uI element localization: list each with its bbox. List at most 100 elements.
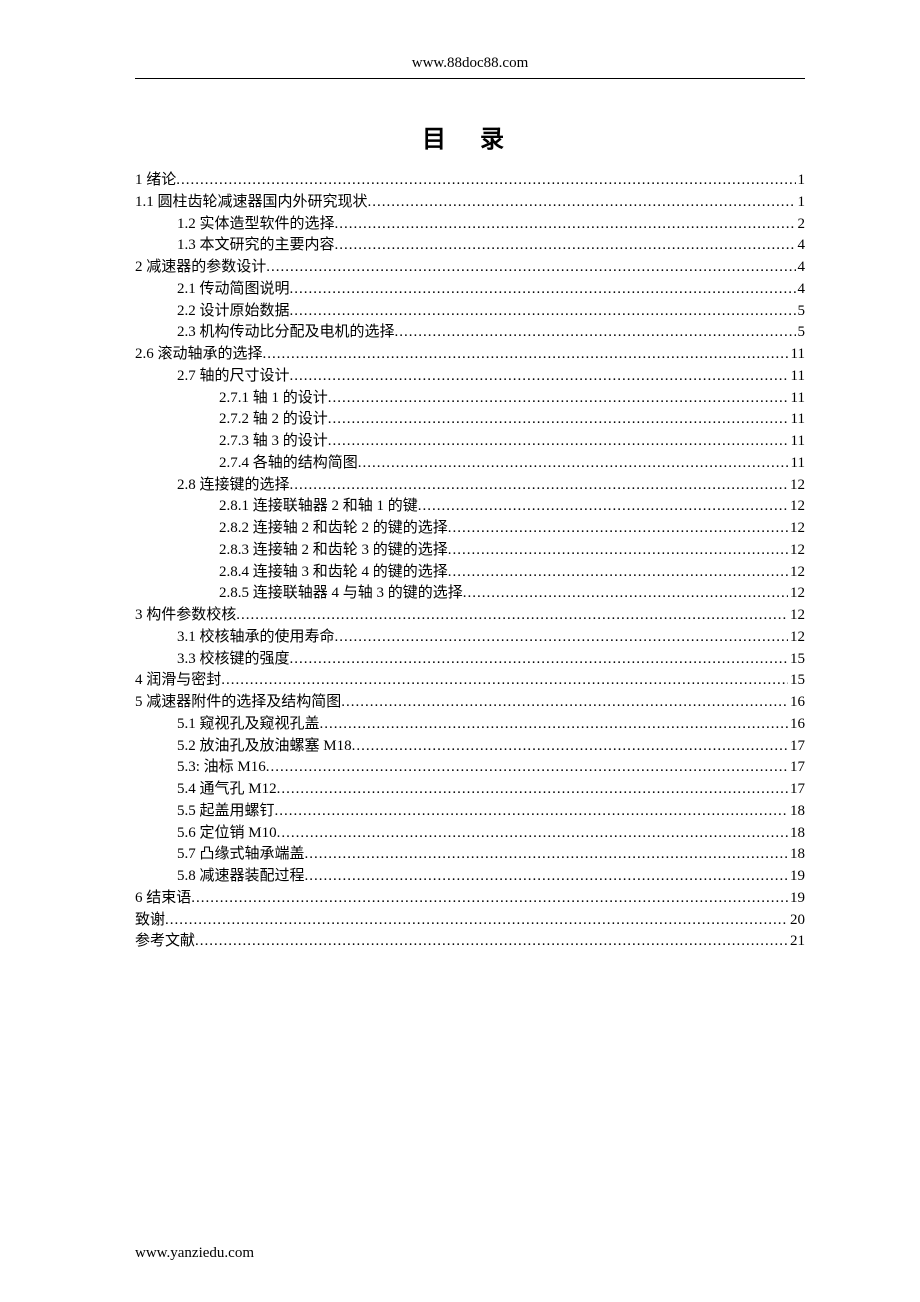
toc-entry-page: 4	[796, 235, 806, 257]
toc-entry: 2.8.1 连接联轴器 2 和轴 1 的键12	[135, 496, 805, 518]
toc-entry-label: 参考文献	[135, 931, 195, 953]
toc-leader-dots	[263, 344, 789, 366]
toc-entry-label: 5.2 放油孔及放油螺塞 M18	[177, 736, 352, 758]
toc-entry: 1 绪论1	[135, 170, 805, 192]
toc-entry-label: 致谢	[135, 910, 165, 932]
toc-entry-page: 16	[788, 692, 805, 714]
toc-leader-dots	[335, 627, 788, 649]
toc-entry-label: 4 润滑与密封	[135, 670, 221, 692]
toc-entry: 5.3: 油标 M16 17	[135, 757, 805, 779]
toc-entry-page: 17	[788, 779, 805, 801]
toc-entry-label: 5.3: 油标 M16	[177, 757, 266, 779]
toc-entry-label: 2.7.1 轴 1 的设计	[219, 388, 328, 410]
header-url: www.88doc88.com	[135, 55, 805, 78]
toc-entry-page: 11	[789, 344, 805, 366]
toc-leader-dots	[305, 866, 788, 888]
toc-entry-label: 5.4 通气孔 M12	[177, 779, 277, 801]
toc-entry: 2.7.2 轴 2 的设计 11	[135, 409, 805, 431]
toc-entry-label: 1.2 实体造型软件的选择	[177, 214, 335, 236]
toc-entry-page: 18	[788, 801, 805, 823]
toc-entry-label: 2.7.4 各轴的结构简图	[219, 453, 358, 475]
toc-entry: 5.8 减速器装配过程 19	[135, 866, 805, 888]
toc-entry-label: 2.8.3 连接轴 2 和齿轮 3 的键的选择	[219, 540, 448, 562]
toc-entry-page: 19	[788, 866, 805, 888]
toc-entry-page: 17	[788, 736, 805, 758]
toc-entry-page: 1	[796, 192, 806, 214]
toc-entry-label: 5 减速器附件的选择及结构简图	[135, 692, 341, 714]
footer-url: www.yanziedu.com	[135, 1245, 254, 1262]
toc-entry-label: 5.1 窥视孔及窥视孔盖	[177, 714, 320, 736]
toc-entry: 3 构件参数校核 12	[135, 605, 805, 627]
toc-list: 1 绪论11.1 圆柱齿轮减速器国内外研究现状11.2 实体造型软件的选择 21…	[135, 170, 805, 953]
toc-entry-page: 17	[788, 757, 805, 779]
toc-entry-label: 3.3 校核键的强度	[177, 649, 290, 671]
toc-entry: 2.8.5 连接联轴器 4 与轴 3 的键的选择12	[135, 583, 805, 605]
toc-entry: 2.7.1 轴 1 的设计11	[135, 388, 805, 410]
document-page: www.88doc88.com 目 录 1 绪论11.1 圆柱齿轮减速器国内外研…	[135, 55, 805, 1302]
toc-entry-label: 2.7.3 轴 3 的设计	[219, 431, 328, 453]
toc-leader-dots	[275, 801, 788, 823]
toc-entry-label: 2.8.1 连接联轴器 2 和轴 1 的键	[219, 496, 418, 518]
toc-entry-label: 2.7.2 轴 2 的设计	[219, 409, 328, 431]
toc-entry-label: 2.2 设计原始数据	[177, 301, 290, 323]
toc-leader-dots	[290, 475, 788, 497]
toc-entry-page: 12	[788, 605, 805, 627]
toc-entry-page: 18	[788, 844, 805, 866]
toc-leader-dots	[290, 366, 789, 388]
toc-entry: 2.7 轴的尺寸设计 11	[135, 366, 805, 388]
toc-entry: 3.3 校核键的强度 15	[135, 649, 805, 671]
toc-entry-label: 2.8.2 连接轴 2 和齿轮 2 的键的选择	[219, 518, 448, 540]
header-rule	[135, 78, 805, 79]
toc-entry-label: 3.1 校核轴承的使用寿命	[177, 627, 335, 649]
toc-entry-page: 12	[788, 583, 805, 605]
toc-entry-label: 2.6 滚动轴承的选择	[135, 344, 263, 366]
toc-entry-label: 1 绪论	[135, 170, 176, 192]
toc-leader-dots	[358, 453, 789, 475]
toc-leader-dots	[352, 736, 788, 758]
toc-entry: 2.7.3 轴 3 的设计 11	[135, 431, 805, 453]
toc-entry-label: 3 构件参数校核	[135, 605, 236, 627]
toc-entry-label: 2.3 机构传动比分配及电机的选择	[177, 322, 395, 344]
toc-entry: 2 减速器的参数设计4	[135, 257, 805, 279]
toc-entry: 5 减速器附件的选择及结构简图 16	[135, 692, 805, 714]
toc-entry-label: 2.1 传动简图说明	[177, 279, 290, 301]
toc-entry: 2.7.4 各轴的结构简图11	[135, 453, 805, 475]
toc-entry-label: 2.7 轴的尺寸设计	[177, 366, 290, 388]
toc-entry-page: 19	[788, 888, 805, 910]
toc-leader-dots	[448, 540, 788, 562]
toc-entry: 2.3 机构传动比分配及电机的选择 5	[135, 322, 805, 344]
toc-leader-dots	[448, 518, 788, 540]
toc-entry-page: 12	[788, 562, 805, 584]
toc-leader-dots	[290, 279, 796, 301]
toc-entry: 2.6 滚动轴承的选择 11	[135, 344, 805, 366]
toc-leader-dots	[335, 235, 796, 257]
toc-entry: 1.3 本文研究的主要内容 4	[135, 235, 805, 257]
toc-entry-label: 2.8.4 连接轴 3 和齿轮 4 的键的选择	[219, 562, 448, 584]
toc-leader-dots	[368, 192, 796, 214]
toc-leader-dots	[290, 301, 796, 323]
toc-entry-page: 4	[796, 279, 806, 301]
toc-leader-dots	[305, 844, 788, 866]
toc-title: 目 录	[135, 119, 805, 154]
toc-entry: 2.8.4 连接轴 3 和齿轮 4 的键的选择 12	[135, 562, 805, 584]
toc-leader-dots	[165, 910, 788, 932]
toc-entry-page: 20	[788, 910, 805, 932]
toc-entry: 5.1 窥视孔及窥视孔盖 16	[135, 714, 805, 736]
toc-leader-dots	[195, 931, 788, 953]
toc-entry-page: 12	[788, 627, 805, 649]
toc-entry-page: 11	[789, 409, 805, 431]
toc-entry-label: 5.6 定位销 M10	[177, 823, 277, 845]
toc-entry-label: 6 结束语	[135, 888, 191, 910]
toc-entry: 2.8.2 连接轴 2 和齿轮 2 的键的选择12	[135, 518, 805, 540]
toc-entry-page: 18	[788, 823, 805, 845]
toc-leader-dots	[176, 170, 795, 192]
toc-entry: 5.4 通气孔 M12 17	[135, 779, 805, 801]
toc-leader-dots	[277, 779, 788, 801]
toc-leader-dots	[266, 757, 788, 779]
toc-entry: 6 结束语 19	[135, 888, 805, 910]
toc-leader-dots	[335, 214, 796, 236]
toc-entry: 1.2 实体造型软件的选择 2	[135, 214, 805, 236]
toc-leader-dots	[290, 649, 788, 671]
toc-entry-page: 11	[789, 431, 805, 453]
toc-leader-dots	[266, 257, 795, 279]
